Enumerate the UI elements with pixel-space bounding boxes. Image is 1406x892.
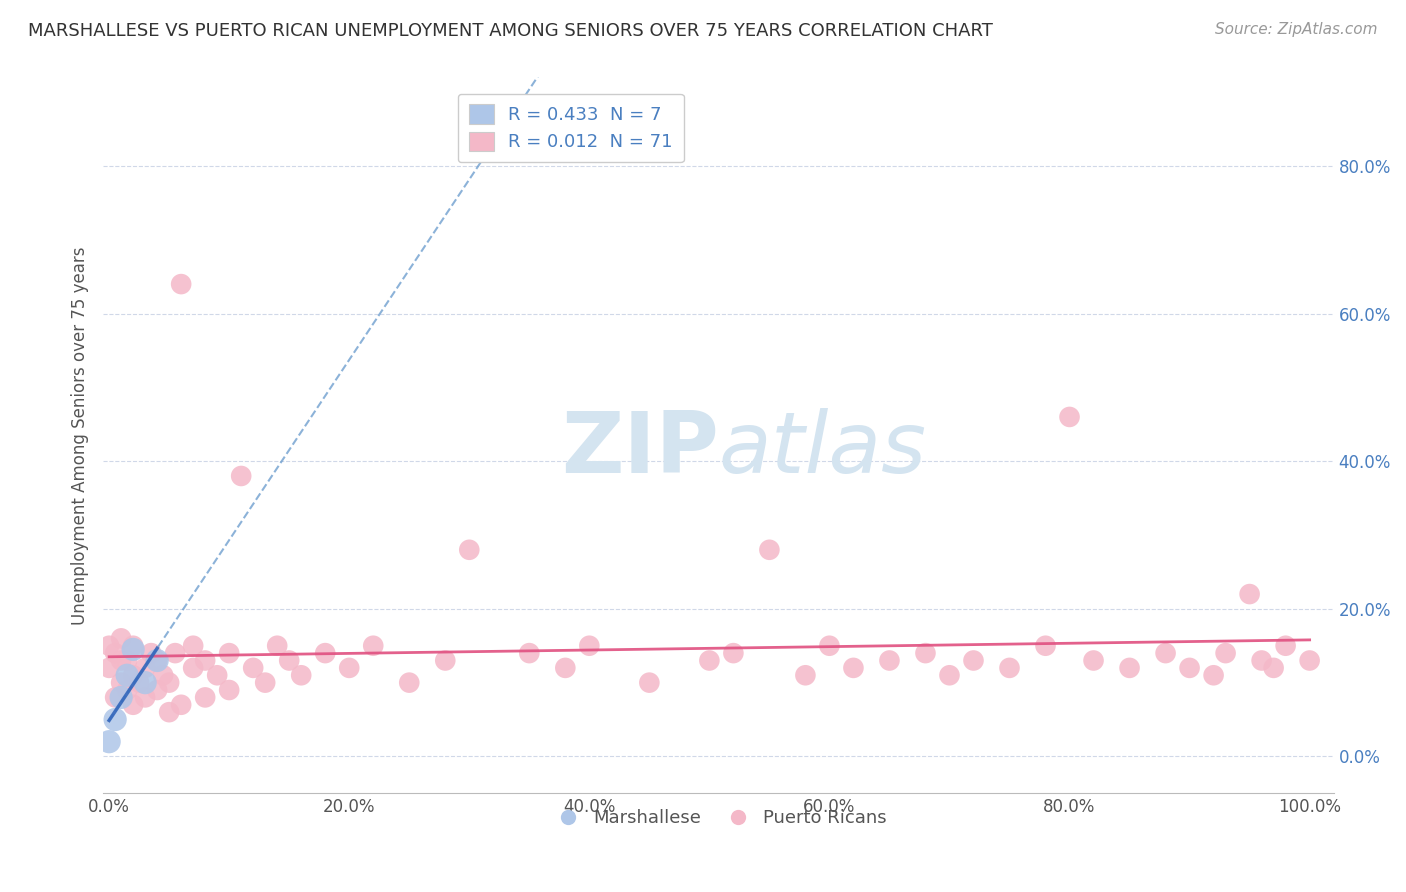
Point [398,675,420,690]
Point [1154,646,1177,660]
Point [1274,639,1296,653]
Point [110,690,132,705]
Point [134,661,156,675]
Point [122,642,145,657]
Point [152,668,174,682]
Point [122,698,145,712]
Text: MARSHALLESE VS PUERTO RICAN UNEMPLOYMENT AMONG SENIORS OVER 75 YEARS CORRELATION: MARSHALLESE VS PUERTO RICAN UNEMPLOYMENT… [28,22,993,40]
Point [218,646,240,660]
Point [231,469,253,483]
Point [962,653,984,667]
Point [181,639,204,653]
Point [1059,409,1081,424]
Point [157,705,180,719]
Point [146,683,169,698]
Point [115,683,138,698]
Point [794,668,817,682]
Point [723,646,745,660]
Point [554,661,576,675]
Point [578,639,600,653]
Point [1250,653,1272,667]
Point [1215,646,1237,660]
Point [165,646,187,660]
Y-axis label: Unemployment Among Seniors over 75 years: Unemployment Among Seniors over 75 years [72,246,89,624]
Text: Source: ZipAtlas.com: Source: ZipAtlas.com [1215,22,1378,37]
Point [517,646,540,660]
Point [104,646,127,660]
Point [98,734,121,748]
Point [1035,639,1057,653]
Point [879,653,901,667]
Point [194,690,217,705]
Point [266,639,288,653]
Point [104,690,127,705]
Point [194,653,217,667]
Point [1202,668,1225,682]
Point [115,653,138,667]
Point [98,639,121,653]
Text: ZIP: ZIP [561,409,718,491]
Point [254,675,277,690]
Point [361,639,384,653]
Point [134,675,156,690]
Point [110,632,132,646]
Point [434,653,457,667]
Point [146,653,169,667]
Point [134,690,156,705]
Point [914,646,936,660]
Point [122,639,145,653]
Point [1178,661,1201,675]
Point [115,668,138,682]
Point [1239,587,1261,601]
Point [110,675,132,690]
Point [181,661,204,675]
Point [1083,653,1105,667]
Point [1263,661,1285,675]
Point [458,542,481,557]
Point [170,277,193,291]
Point [290,668,312,682]
Text: atlas: atlas [718,409,927,491]
Point [758,542,780,557]
Point [205,668,228,682]
Point [146,653,169,667]
Point [122,668,145,682]
Point [638,675,661,690]
Point [938,668,960,682]
Point [128,675,150,690]
Point [98,661,121,675]
Point [218,683,240,698]
Legend: Marshallese, Puerto Ricans: Marshallese, Puerto Ricans [543,802,894,834]
Point [1118,661,1140,675]
Point [998,661,1021,675]
Point [314,646,336,660]
Point [141,646,163,660]
Point [699,653,721,667]
Point [104,713,127,727]
Point [157,675,180,690]
Point [1298,653,1320,667]
Point [170,698,193,712]
Point [337,661,360,675]
Point [110,653,132,667]
Point [278,653,301,667]
Point [242,661,264,675]
Point [818,639,841,653]
Point [842,661,865,675]
